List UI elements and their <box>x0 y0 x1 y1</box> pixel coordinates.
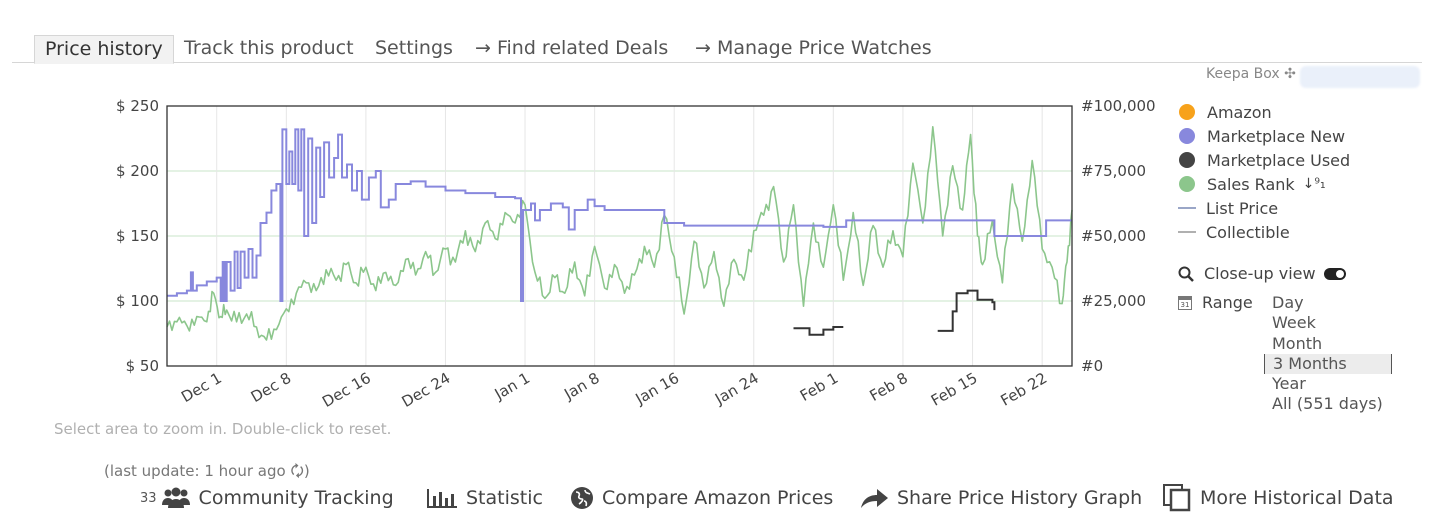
toggle-switch-icon[interactable] <box>1323 267 1346 280</box>
y-right-tick-label: #0 <box>1081 357 1103 375</box>
y-right-tick-label: #50,000 <box>1081 227 1146 245</box>
share-arrow-icon <box>859 486 889 510</box>
legend-item-marketplace-new[interactable]: Marketplace New <box>1176 124 1426 148</box>
x-tick-label: Dec 8 <box>248 369 295 406</box>
y-right-tick-label: #25,000 <box>1081 292 1146 310</box>
range-option-day[interactable]: Day <box>1272 293 1304 312</box>
range-option-3-months[interactable]: 3 Months <box>1264 353 1392 375</box>
legend-item-amazon[interactable]: Amazon <box>1176 100 1426 124</box>
x-tick-label: Jan 16 <box>632 369 683 409</box>
range-options: Day Week Month 3 Months Year All (551 da… <box>1264 293 1392 415</box>
footer-links: 33 Community Tracking Statistic Compare … <box>0 482 1438 514</box>
collectible-line-icon <box>1178 231 1196 233</box>
more-historical-data-link[interactable]: More Historical Data <box>1162 482 1394 514</box>
y-left-tick-label: $ 250 <box>116 97 159 115</box>
legend-label: Collectible <box>1206 222 1290 242</box>
amazon-dot-icon <box>1179 104 1195 120</box>
zoom-hint: Select area to zoom in. Double-click to … <box>54 420 392 438</box>
legend-item-sales-rank[interactable]: Sales Rank ↓⁹₁ <box>1176 172 1426 196</box>
community-tracking-label: Community Tracking <box>198 487 394 509</box>
compare-amazon-prices-label: Compare Amazon Prices <box>602 487 834 509</box>
tab-bar: Price history Track this product Setting… <box>12 32 1422 64</box>
tab-price-history[interactable]: Price history <box>34 35 174 64</box>
calendar-icon: 31 <box>1178 295 1192 310</box>
x-tick-label: Feb 22 <box>997 369 1050 410</box>
chart-legend: Amazon Marketplace New Marketplace Used … <box>1176 100 1426 244</box>
last-update-text[interactable]: (last update: 1 hour ago 🗘) <box>104 462 310 480</box>
chart-grid <box>167 106 1072 366</box>
copy-icon <box>1162 484 1192 512</box>
x-tick-label: Dec 1 <box>178 369 225 406</box>
blurred-account-box <box>1300 66 1420 88</box>
legend-item-list-price[interactable]: List Price <box>1176 196 1426 220</box>
chart-series-layer <box>166 126 1073 341</box>
y-left-tick-label: $ 100 <box>116 292 159 310</box>
y-left-tick-label: $ 150 <box>116 227 159 245</box>
x-tick-label: Jan 1 <box>491 369 533 404</box>
marketplace-used-line <box>793 326 844 336</box>
share-graph-link[interactable]: Share Price History Graph <box>859 482 1142 514</box>
users-icon <box>161 487 191 509</box>
x-tick-label: Feb 8 <box>867 369 911 405</box>
marketplace-used-line <box>937 289 996 332</box>
tab-find-related-deals[interactable]: → Find related Deals <box>475 37 669 59</box>
globe-icon <box>570 486 594 510</box>
closeup-label: Close-up view <box>1204 264 1316 283</box>
plot-frame <box>166 105 1073 367</box>
tab-track-product[interactable]: Track this product <box>184 37 354 59</box>
legend-label: Marketplace Used <box>1207 150 1351 170</box>
range-option-all[interactable]: All (551 days) <box>1272 394 1383 414</box>
range-label-text: Range <box>1202 293 1253 312</box>
keepa-box-label[interactable]: Keepa Box ✣ <box>1206 66 1296 82</box>
range-option-week[interactable]: Week <box>1272 313 1316 333</box>
statistic-label: Statistic <box>466 487 543 509</box>
range-option-month[interactable]: Month <box>1272 333 1323 353</box>
legend-label: Marketplace New <box>1207 126 1346 146</box>
legend-label: Amazon <box>1207 102 1272 122</box>
legend-item-collectible[interactable]: Collectible <box>1176 220 1426 244</box>
community-tracking-link[interactable]: 33 Community Tracking <box>140 482 394 514</box>
compare-amazon-prices-link[interactable]: Compare Amazon Prices <box>570 482 833 514</box>
more-historical-data-label: More Historical Data <box>1200 487 1394 509</box>
tab-settings[interactable]: Settings <box>375 37 453 59</box>
marketplace-new-dot-icon <box>1179 128 1195 144</box>
y-left-tick-label: $ 50 <box>126 357 159 375</box>
x-tick-label: Jan 8 <box>560 369 602 404</box>
sales-rank-line <box>166 126 1073 341</box>
y-right-tick-label: #75,000 <box>1081 162 1146 180</box>
magnifier-icon <box>1178 266 1194 282</box>
x-tick-label: Dec 24 <box>399 369 454 411</box>
bar-chart-icon <box>426 487 458 509</box>
marketplace-new-line <box>167 128 1072 302</box>
range-label: 31 Range <box>1178 293 1253 312</box>
y-right-tick-label: #100,000 <box>1081 97 1156 115</box>
x-tick-label: Feb 1 <box>797 369 841 405</box>
x-tick-label: Dec 16 <box>319 369 374 411</box>
legend-label: Sales Rank <box>1207 174 1295 194</box>
legend-item-marketplace-used[interactable]: Marketplace Used <box>1176 148 1426 172</box>
range-option-year[interactable]: Year <box>1272 374 1306 394</box>
sort-icon[interactable]: ↓⁹₁ <box>1302 176 1326 192</box>
chart-axis-labels: $ 50 $ 100 $ 150 $ 200 $ 250 #0 #25,000 #50,000… <box>116 97 1156 411</box>
legend-label: List Price <box>1206 198 1279 218</box>
marketplace-used-dot-icon <box>1179 152 1195 168</box>
community-count: 33 <box>140 490 157 506</box>
statistic-link[interactable]: Statistic <box>426 482 543 514</box>
share-graph-label: Share Price History Graph <box>897 487 1143 509</box>
closeup-view-toggle[interactable]: Close-up view <box>1178 264 1346 283</box>
x-tick-label: Jan 24 <box>711 369 762 409</box>
tab-manage-price-watches[interactable]: → Manage Price Watches <box>695 37 932 59</box>
list-price-line-icon <box>1178 207 1196 209</box>
y-left-tick-label: $ 200 <box>116 162 159 180</box>
sales-rank-dot-icon <box>1179 176 1195 192</box>
x-tick-label: Feb 15 <box>928 369 981 410</box>
